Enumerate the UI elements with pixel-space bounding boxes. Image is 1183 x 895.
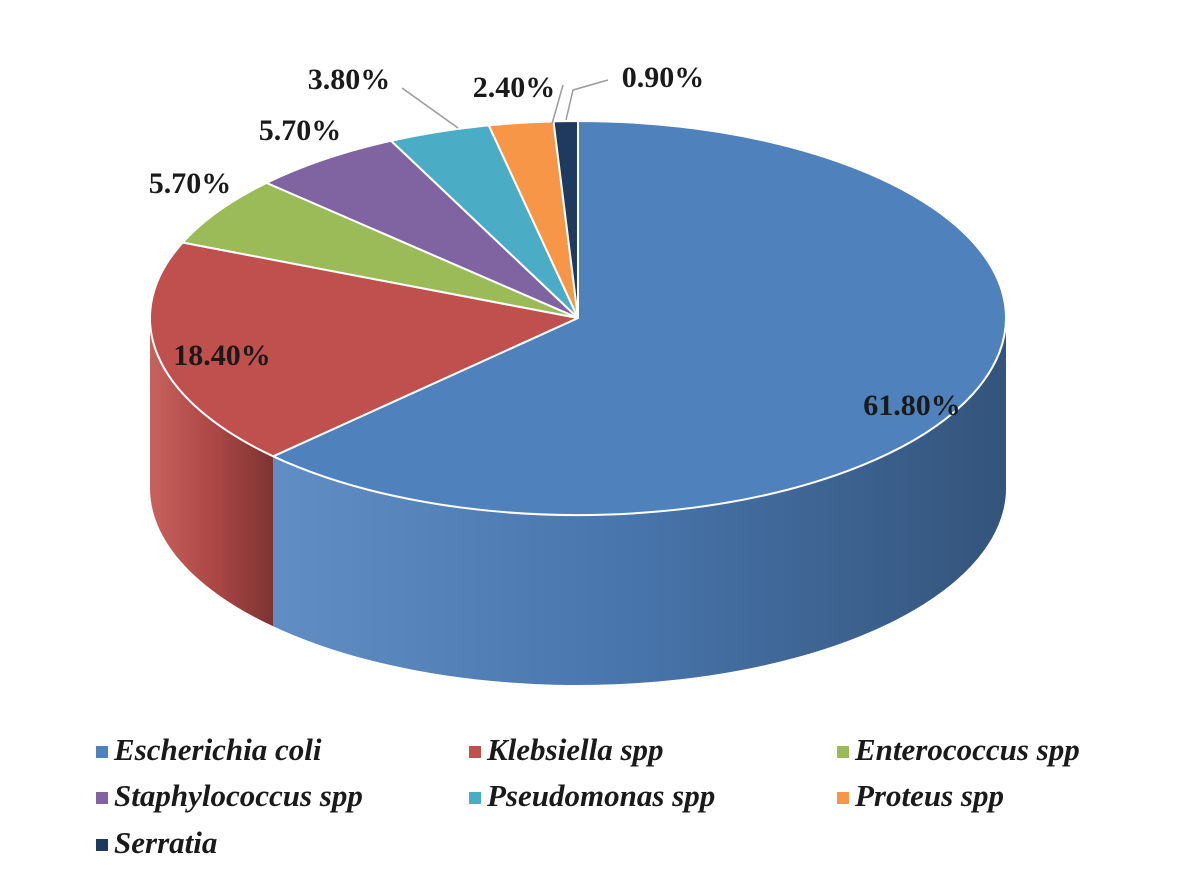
leader-line-pseudomonas-spp xyxy=(401,87,459,129)
legend-item-serratia: Serratia xyxy=(96,825,217,860)
pie-slice-staphylococcus-spp xyxy=(265,139,579,319)
legend-label-staphylococcus-spp: Staphylococcus spp xyxy=(114,778,363,813)
pie-top-faces xyxy=(149,120,1007,516)
legend-item-proteus-spp: Proteus spp xyxy=(837,778,1004,813)
legend-swatch-proteus-spp xyxy=(837,792,849,804)
legend-label-pseudomonas-spp: Pseudomonas spp xyxy=(486,778,715,813)
legend-swatch-staphylococcus-spp xyxy=(96,792,108,804)
legend-item-staphylococcus-spp: Staphylococcus spp xyxy=(96,778,363,813)
pie-slice-enterococcus-spp xyxy=(181,181,579,319)
legend-item-enterococcus-spp: Enterococcus spp xyxy=(837,732,1080,767)
legend-label-escherichia-coli: Escherichia coli xyxy=(113,732,322,767)
pie-slice-klebsiella-spp xyxy=(149,241,579,458)
legend-label-klebsiella-spp: Klebsiella spp xyxy=(486,732,664,767)
legend-label-serratia: Serratia xyxy=(114,825,217,860)
pie-side-walls xyxy=(150,318,1007,685)
legend: Escherichia coli Klebsiella spp Enterococc… xyxy=(96,732,1080,860)
legend-swatch-pseudomonas-spp xyxy=(469,792,481,804)
legend-item-klebsiella-spp: Klebsiella spp xyxy=(469,732,664,767)
data-label-enterococcus-spp: 5.70% xyxy=(149,167,232,200)
data-label-escherichia-coli: 61.80% xyxy=(863,389,961,422)
legend-swatch-enterococcus-spp xyxy=(837,746,849,758)
pie-wall-shade-escherichia-coli xyxy=(273,318,1007,685)
legend-item-pseudomonas-spp: Pseudomonas spp xyxy=(469,778,715,813)
pie-slice-escherichia-coli xyxy=(272,120,1007,516)
leader-line-serratia xyxy=(565,79,609,121)
data-label-pseudomonas-spp: 3.80% xyxy=(308,63,391,96)
legend-swatch-escherichia-coli xyxy=(96,746,108,758)
data-label-staphylococcus-spp: 5.70% xyxy=(259,114,342,147)
legend-label-proteus-spp: Proteus spp xyxy=(854,778,1004,813)
data-label-serratia: 0.90% xyxy=(622,61,705,94)
legend-swatch-klebsiella-spp xyxy=(469,746,481,758)
legend-label-enterococcus-spp: Enterococcus spp xyxy=(854,732,1080,767)
leader-line-proteus-spp xyxy=(551,84,564,125)
legend-swatch-serratia xyxy=(96,839,108,851)
label-leader-lines xyxy=(401,79,609,129)
data-label-proteus-spp: 2.40% xyxy=(473,71,556,104)
pie-wall-shade-klebsiella-spp xyxy=(150,318,274,627)
data-label-klebsiella-spp: 18.40% xyxy=(173,339,271,372)
legend-item-escherichia-coli: Escherichia coli xyxy=(96,732,322,767)
data-labels: 61.80% 18.40% 5.70% 5.70% 3.80% 2.40% 0.90% xyxy=(149,61,961,422)
